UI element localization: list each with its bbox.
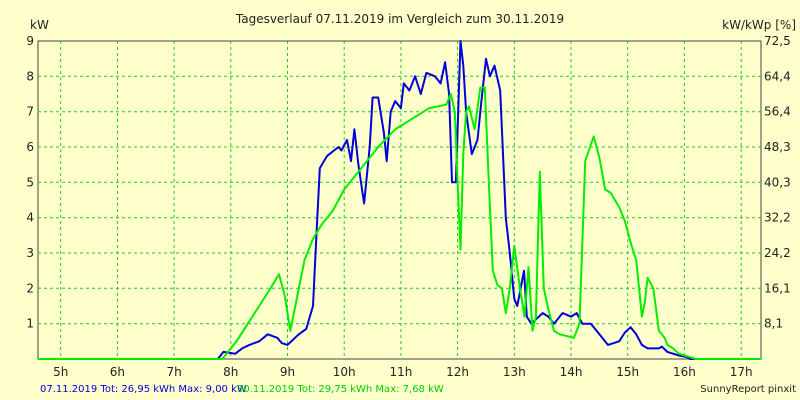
x-tick-label-11: 11h [389,365,412,379]
x-tick-label-5: 5h [53,365,68,379]
footer-brand: SunnyReport pinxit [700,384,796,395]
y-tick-label-right-8: 64,4 [764,69,791,83]
x-tick-label-10: 10h [333,365,356,379]
series-layer [38,40,761,360]
y-tick-label-left-4: 4 [26,211,34,225]
y-tick-label-left-6: 6 [26,140,34,154]
x-tick-label-9: 9h [280,365,295,379]
x-tick-label-16: 16h [673,365,696,379]
legend-entry-07-11-2019: 07.11.2019 Tot: 26,95 kWh Max: 9,00 kW [40,384,247,395]
y-tick-label-right-1: 8,1 [764,317,783,331]
y-tick-label-left-2: 2 [26,281,34,295]
x-tick-label-12: 12h [446,365,469,379]
plot-area [37,40,762,360]
x-tick-label-8: 8h [223,365,238,379]
x-tick-label-17: 17h [730,365,753,379]
y-tick-label-right-5: 40,3 [764,175,791,189]
y-tick-label-right-3: 24,2 [764,246,791,260]
x-tick-label-6: 6h [110,365,125,379]
y-tick-label-left-1: 1 [26,317,34,331]
x-tick-label-14: 14h [560,365,583,379]
series-line-07-11-2019 [38,40,761,360]
y-tick-label-right-9: 72,5 [764,34,791,48]
y-tick-label-right-6: 48,3 [764,140,791,154]
y-tick-label-right-4: 32,2 [764,211,791,225]
x-tick-label-15: 15h [616,365,639,379]
y-tick-label-right-2: 16,1 [764,281,791,295]
y-tick-label-left-3: 3 [26,246,34,260]
y-tick-label-left-9: 9 [26,34,34,48]
y-tick-label-right-7: 56,4 [764,105,791,119]
x-tick-label-13: 13h [503,365,526,379]
legend-entry-30-11-2019: 30.11.2019 Tot: 29,75 kWh Max: 7,68 kW [237,384,444,395]
y-axis-right-label: kW/kWp [%] [722,18,796,32]
x-tick-label-7: 7h [166,365,181,379]
chart-title: Tagesverlauf 07.11.2019 im Vergleich zum… [235,12,564,26]
y-tick-label-left-7: 7 [26,105,34,119]
y-tick-label-left-8: 8 [26,69,34,83]
y-axis-left-label: kW [30,18,49,32]
y-tick-label-left-5: 5 [26,175,34,189]
grid [38,41,761,359]
axes-layer: 5h 6h 7h 8h 9h 10h 11h 12h 13h 14h 15h 16h 17h123456… [26,34,790,379]
series-line-30-11-2019 [38,86,761,360]
